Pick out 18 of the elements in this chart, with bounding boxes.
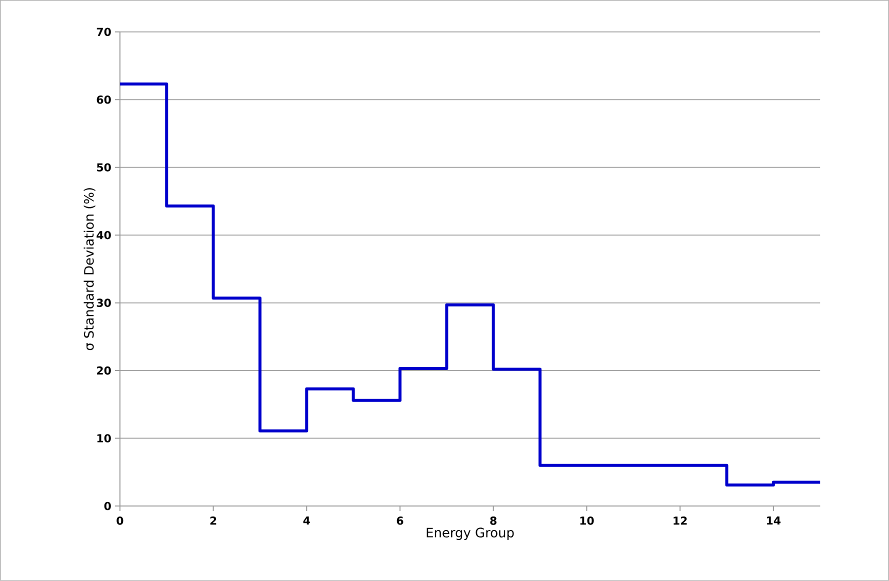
- x-tick-label: 2: [210, 516, 216, 525]
- x-tick-label: 6: [396, 516, 404, 525]
- y-axis-title: σ Standard Deviation (%): [84, 188, 96, 350]
- y-tick-label: 40: [96, 230, 111, 240]
- x-tick-label: 14: [767, 516, 781, 525]
- x-tick-label: 10: [580, 516, 594, 525]
- x-tick-label: 12: [674, 516, 687, 525]
- y-tick-label: 0: [104, 502, 111, 510]
- y-tick-label: 10: [97, 434, 111, 442]
- y-tick-label: 60: [96, 96, 111, 104]
- y-tick-label: 20: [97, 366, 111, 375]
- y-tick-label: 30: [96, 298, 111, 307]
- y-tick-label: 70: [96, 28, 111, 36]
- x-tick-label: 0: [116, 516, 124, 525]
- x-axis-title: Energy Group: [426, 528, 514, 540]
- x-tick-label: 4: [303, 516, 310, 525]
- y-tick-label: 50: [97, 163, 111, 172]
- x-tick-label: 8: [490, 516, 496, 525]
